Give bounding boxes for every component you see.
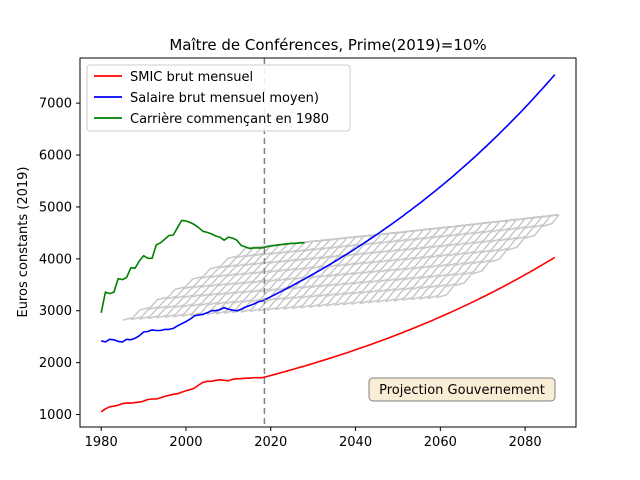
background-career-line [435, 214, 560, 299]
carriere-line [100, 219, 305, 313]
chart-title: Maître de Conférences, Prime(2019)=10% [169, 36, 486, 54]
legend-label-salaire: Salaire brut mensuel moyen) [130, 91, 319, 106]
x-tick-label: 2020 [254, 435, 287, 450]
x-tick-label: 2000 [169, 435, 202, 450]
annotation-box [368, 377, 556, 402]
x-tick-label: 1980 [85, 435, 118, 450]
x-ticks: 1980 2000 2020 2040 2060 2080 [85, 427, 542, 450]
y-tick-label: 7000 [39, 97, 72, 112]
annotation-text: Projection Gouvernement [379, 383, 545, 398]
background-career-line [427, 213, 560, 300]
legend-label-smic: SMIC brut mensuel [130, 70, 253, 85]
background-career-line [418, 213, 560, 300]
legend-box [86, 64, 351, 132]
legend-label-carriere: Carrière commençant en 1980 [130, 112, 329, 127]
y-tick-label: 5000 [39, 200, 72, 215]
background-careers [122, 213, 560, 321]
legend: SMIC brut mensuel Salaire brut mensuel m… [86, 64, 351, 132]
series-layer [100, 74, 556, 413]
y-tick-label: 1000 [39, 408, 72, 423]
x-tick-label: 2040 [339, 435, 372, 450]
y-tick-label: 4000 [39, 252, 72, 267]
y-tick-label: 2000 [39, 356, 72, 371]
plot-frame [79, 57, 577, 428]
smic-line [100, 256, 556, 413]
projection-annotation: Projection Gouvernement [368, 377, 556, 402]
x-tick-label: 2080 [509, 435, 542, 450]
y-axis-label: Euros constants (2019) [16, 166, 31, 317]
y-tick-label: 3000 [39, 304, 72, 319]
y-ticks: 1000 2000 3000 4000 5000 6000 7000 [39, 97, 80, 423]
x-tick-label: 2060 [424, 435, 457, 450]
y-tick-label: 6000 [39, 149, 72, 164]
salaire-line [100, 74, 556, 343]
